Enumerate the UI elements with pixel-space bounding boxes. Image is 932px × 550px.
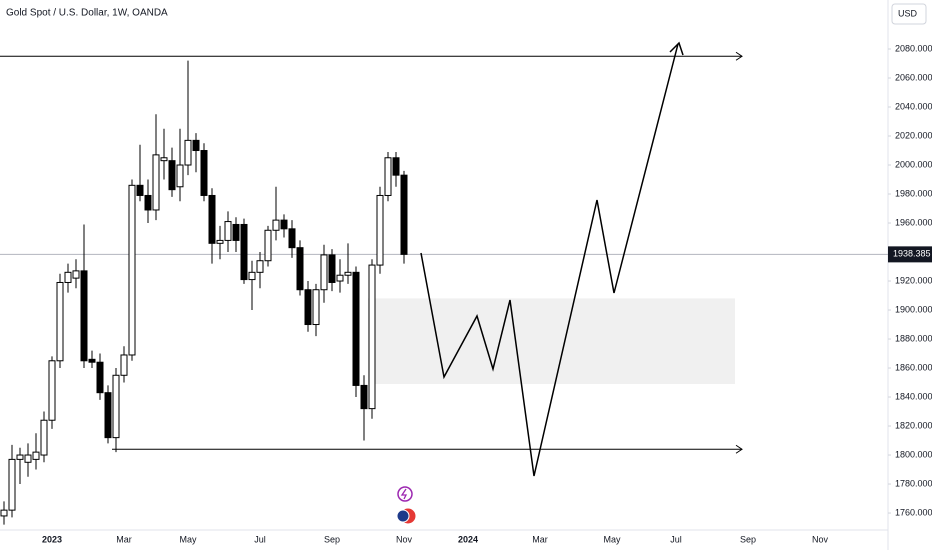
- candle-body: [248, 271, 256, 281]
- candle-body: [56, 281, 64, 362]
- candle-body: [120, 354, 128, 376]
- candle-body: [192, 139, 200, 152]
- level-arrowhead: [735, 51, 743, 61]
- x-tick-label: May: [603, 534, 621, 544]
- currency-label[interactable]: USD: [898, 8, 918, 18]
- candle-body: [88, 358, 96, 363]
- y-tick-label: 2040.000: [895, 101, 932, 111]
- candle-body: [200, 150, 208, 196]
- candle-body: [176, 164, 184, 188]
- candle-body: [376, 194, 384, 266]
- candle-body: [400, 174, 408, 255]
- candle-body: [296, 247, 304, 291]
- event-icon-glyph: [400, 488, 408, 500]
- x-tick-label: Sep: [324, 534, 340, 544]
- candle-body: [160, 157, 168, 162]
- candle-body: [344, 271, 352, 276]
- candle-body: [280, 219, 288, 230]
- candle-body: [232, 223, 240, 241]
- candle-body: [136, 184, 144, 196]
- x-tick-label: Nov: [396, 534, 413, 544]
- candle-body: [80, 270, 88, 362]
- candle-body: [96, 361, 104, 394]
- x-tick-label: 2023: [42, 534, 62, 544]
- y-tick-label: 2080.000: [895, 43, 932, 53]
- y-tick-label: 1980.000: [895, 188, 932, 198]
- last-price-label: 1938.385: [893, 249, 931, 259]
- candle-body: [144, 194, 152, 211]
- candle-body: [320, 254, 328, 291]
- candle-body: [128, 184, 136, 356]
- x-tick-label: Sep: [740, 534, 756, 544]
- projection-arrowhead: [669, 41, 684, 56]
- candle-body: [8, 458, 16, 511]
- last-price-box: [888, 246, 932, 263]
- candle-body: [264, 229, 272, 262]
- plot: [0, 51, 888, 525]
- x-tick-label: 2024: [458, 534, 478, 544]
- y-tick-label: 1820.000: [895, 420, 932, 430]
- economic-event-icon[interactable]: [396, 509, 410, 523]
- candle-body: [48, 360, 56, 421]
- y-tick-label: 1800.000: [895, 449, 932, 459]
- candle-body: [152, 154, 160, 211]
- y-tick-label: 1900.000: [895, 304, 932, 314]
- y-tick-label: 1960.000: [895, 217, 932, 227]
- projection-path: [420, 43, 679, 477]
- candle-body: [16, 454, 24, 460]
- candle-body: [184, 139, 192, 166]
- y-tick-label: 1780.000: [895, 478, 932, 488]
- x-tick-label: Mar: [116, 534, 132, 544]
- x-tick-label: Mar: [532, 534, 548, 544]
- x-tick-label: May: [179, 534, 197, 544]
- x-tick-label: Jul: [670, 534, 682, 544]
- candle-body: [240, 223, 248, 281]
- candle-body: [312, 289, 320, 326]
- candle-body: [256, 260, 264, 273]
- candle-body: [32, 451, 40, 460]
- candle-body: [24, 454, 32, 463]
- candle-body: [360, 384, 368, 410]
- y-tick-label: 1920.000: [895, 275, 932, 285]
- candle-body: [104, 392, 112, 439]
- candle-body: [352, 271, 360, 386]
- event-icon[interactable]: [397, 486, 413, 502]
- zone: [368, 298, 735, 384]
- candle-body: [368, 264, 376, 410]
- candle-body: [112, 374, 120, 439]
- candle-body: [288, 228, 296, 249]
- candle-body: [216, 239, 224, 244]
- candle-body: [40, 419, 48, 456]
- y-tick-label: 1760.000: [895, 507, 932, 517]
- y-tick-label: 2000.000: [895, 159, 932, 169]
- y-tick-label: 2060.000: [895, 72, 932, 82]
- candle-body: [272, 219, 280, 231]
- currency-button[interactable]: [891, 3, 927, 25]
- candle-body: [168, 160, 176, 191]
- y-tick-label: 1840.000: [895, 391, 932, 401]
- chart-title: Gold Spot / U.S. Dollar, 1W, OANDA: [6, 8, 168, 19]
- candle-body: [304, 289, 312, 326]
- candle-body: [64, 271, 72, 283]
- candle-body: [0, 509, 8, 517]
- x-tick-label: Nov: [812, 534, 829, 544]
- candle-body: [392, 157, 400, 176]
- y-tick-label: 1860.000: [895, 362, 932, 372]
- candle-body: [224, 221, 232, 241]
- candle-body: [208, 194, 216, 244]
- candle-body: [72, 270, 80, 279]
- x-tick-label: Jul: [254, 534, 266, 544]
- candle-body: [336, 274, 344, 282]
- y-tick-label: 1880.000: [895, 333, 932, 343]
- candle-body: [328, 254, 336, 283]
- candle-body: [384, 157, 392, 196]
- y-tick-label: 2020.000: [895, 130, 932, 140]
- level-arrowhead: [735, 444, 743, 454]
